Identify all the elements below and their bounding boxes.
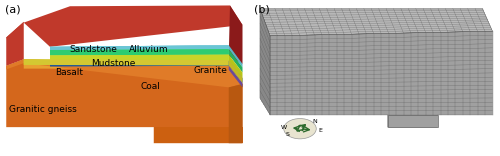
- Text: Coal: Coal: [140, 82, 160, 91]
- Text: E: E: [318, 128, 322, 133]
- Polygon shape: [388, 115, 438, 127]
- Polygon shape: [229, 5, 242, 64]
- Polygon shape: [154, 127, 242, 143]
- Polygon shape: [50, 45, 229, 50]
- Text: S: S: [286, 132, 290, 137]
- Polygon shape: [50, 45, 229, 50]
- Text: Granitic gneiss: Granitic gneiss: [8, 105, 76, 114]
- Polygon shape: [229, 84, 242, 143]
- Text: Alluvium: Alluvium: [129, 45, 168, 54]
- Text: W: W: [280, 125, 286, 130]
- Polygon shape: [24, 65, 242, 87]
- Polygon shape: [50, 45, 229, 50]
- Polygon shape: [6, 59, 242, 143]
- Polygon shape: [24, 59, 229, 66]
- Polygon shape: [260, 9, 492, 36]
- Polygon shape: [6, 22, 24, 39]
- Polygon shape: [24, 5, 242, 47]
- Polygon shape: [50, 49, 229, 55]
- Text: (b): (b): [254, 5, 270, 15]
- Polygon shape: [229, 45, 242, 67]
- Polygon shape: [229, 55, 242, 78]
- Circle shape: [284, 119, 316, 139]
- Polygon shape: [50, 55, 229, 61]
- Polygon shape: [24, 59, 229, 66]
- Text: Granite: Granite: [193, 66, 227, 76]
- Polygon shape: [50, 55, 229, 61]
- Polygon shape: [229, 61, 242, 83]
- Polygon shape: [6, 22, 24, 66]
- Polygon shape: [260, 9, 270, 115]
- Polygon shape: [270, 31, 492, 127]
- Text: Sandstone: Sandstone: [70, 45, 117, 54]
- Polygon shape: [229, 66, 242, 87]
- Polygon shape: [50, 49, 229, 55]
- Polygon shape: [229, 49, 242, 73]
- Text: N: N: [313, 119, 318, 124]
- Text: (a): (a): [5, 5, 20, 15]
- Polygon shape: [229, 60, 242, 83]
- Polygon shape: [50, 61, 229, 66]
- Polygon shape: [6, 59, 242, 87]
- Polygon shape: [50, 61, 229, 66]
- Text: Basalt: Basalt: [55, 68, 83, 77]
- Text: Mudstone: Mudstone: [92, 59, 136, 68]
